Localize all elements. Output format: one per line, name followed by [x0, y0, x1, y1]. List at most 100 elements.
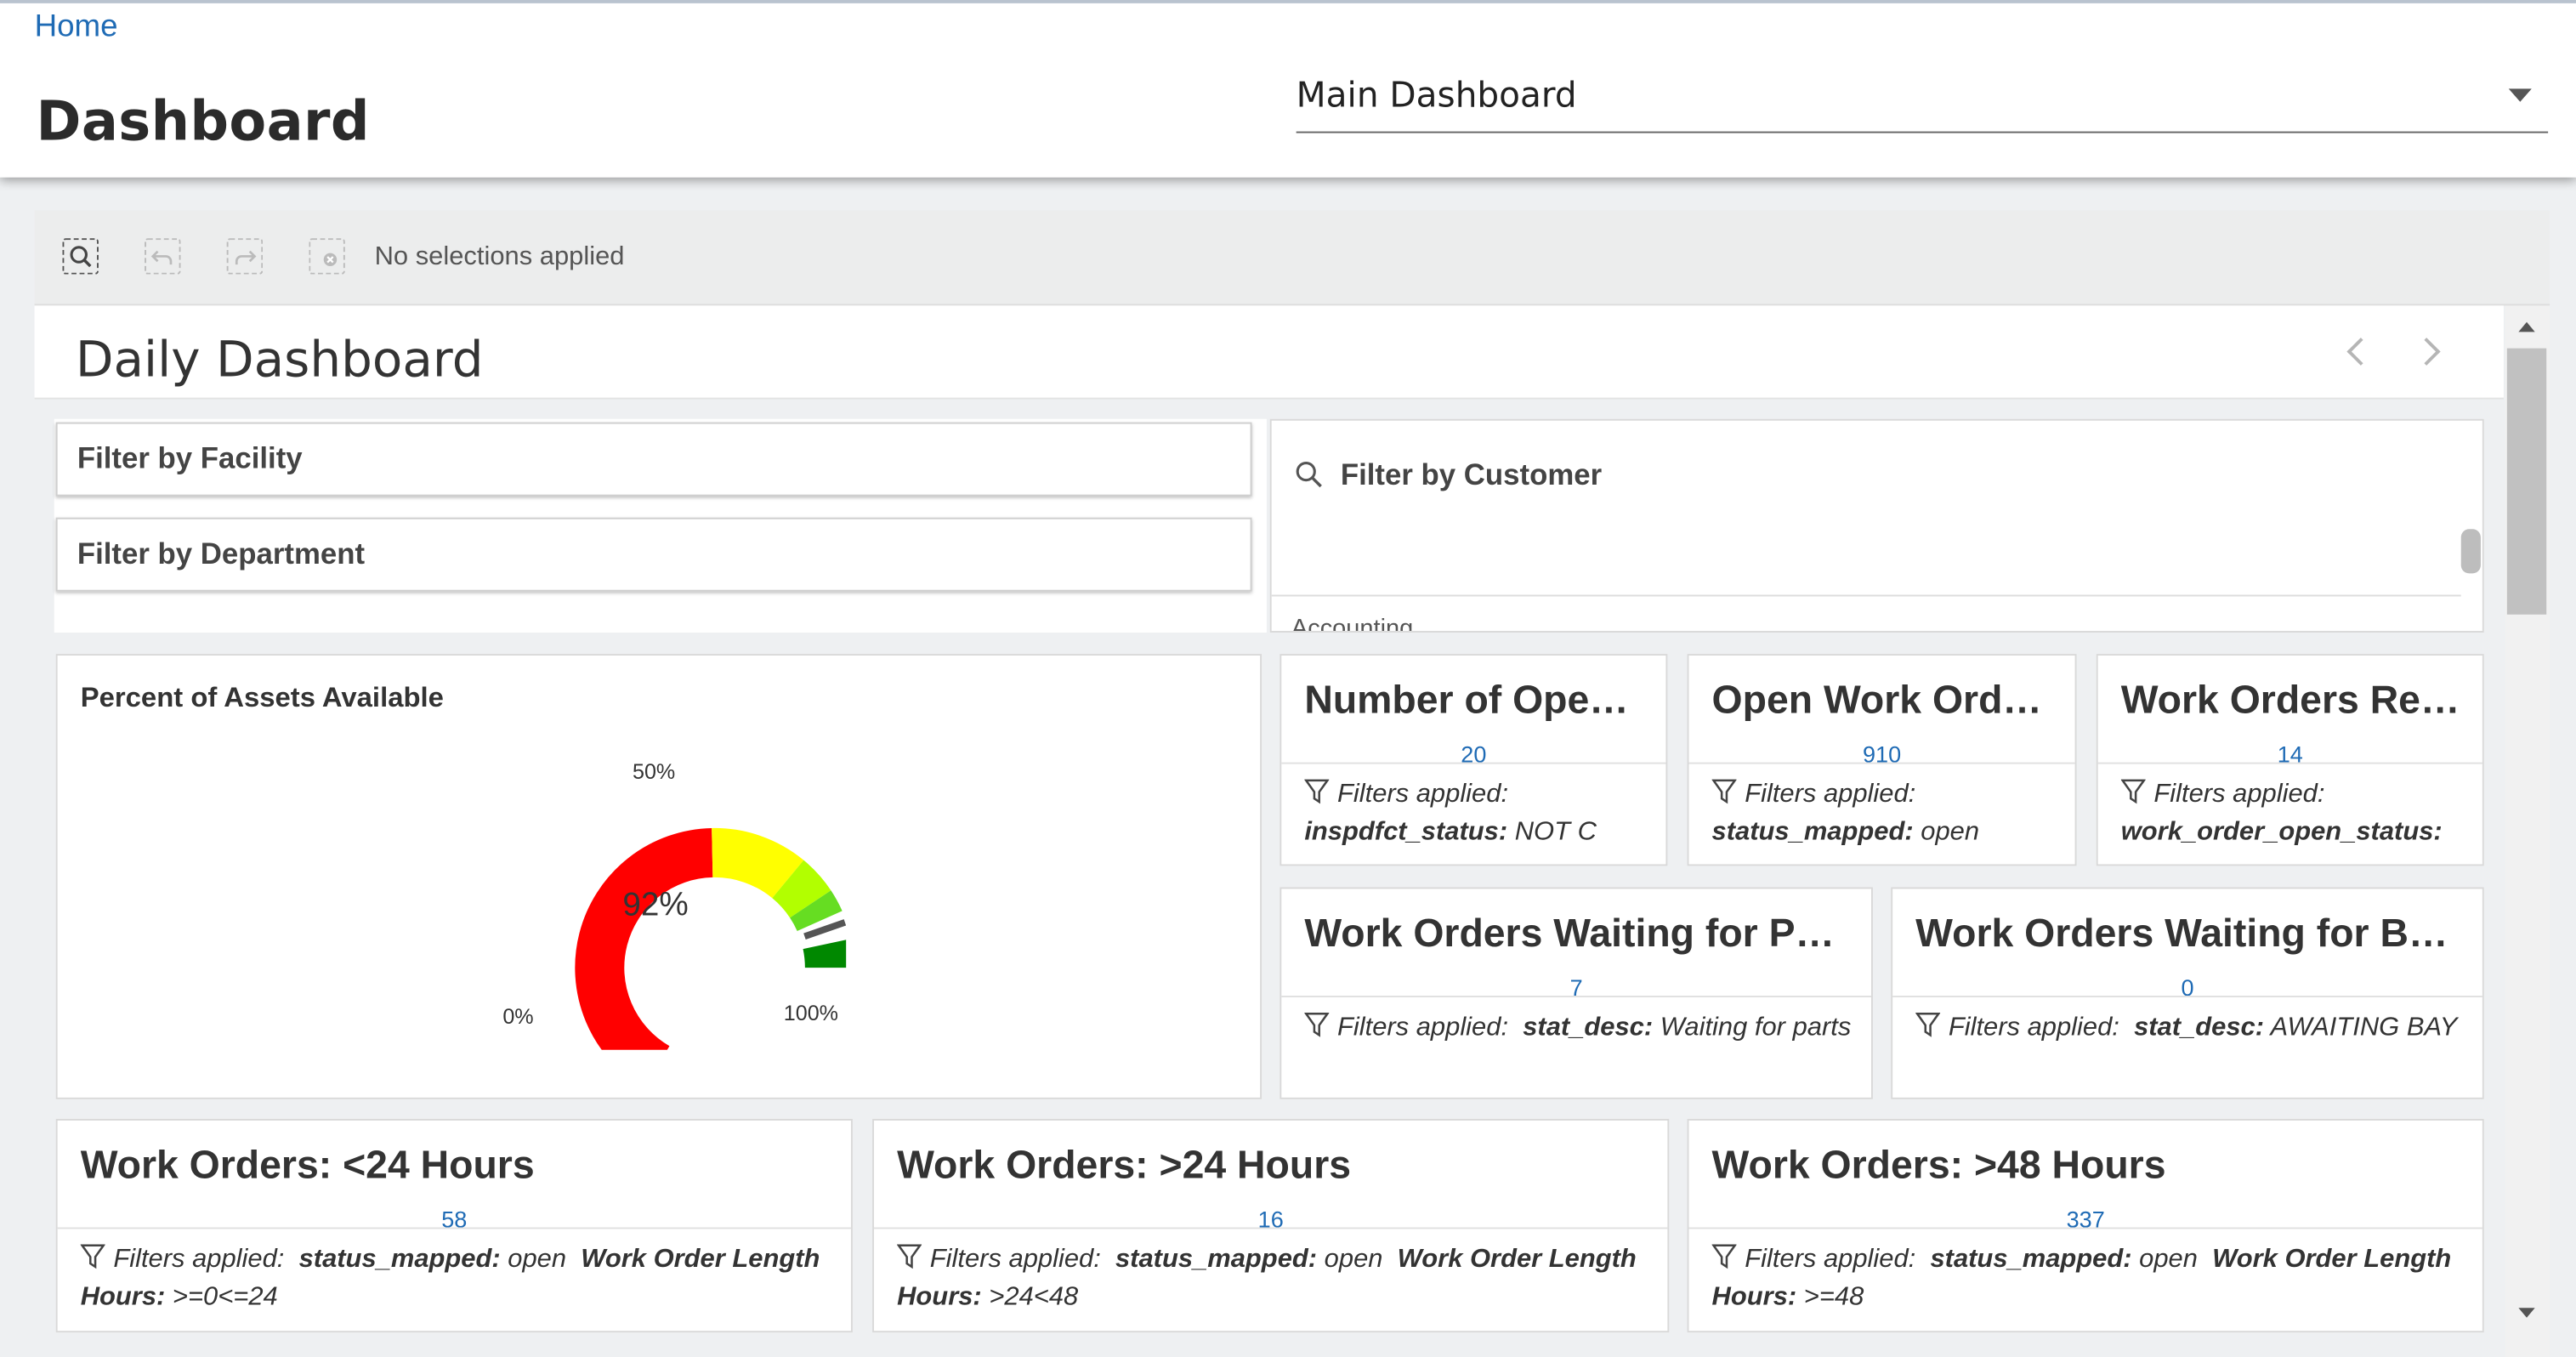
- divider: [874, 1227, 1668, 1229]
- filter-prefix: Filters applied:: [113, 1245, 285, 1274]
- filter-value: open: [1913, 818, 1980, 847]
- kpi-open-work-orders[interactable]: Open Work Ord… 910 Filters applied: stat…: [1687, 654, 2077, 866]
- next-sheet-icon[interactable]: [2412, 338, 2441, 366]
- divider: [57, 1227, 851, 1229]
- divider: [1688, 762, 2075, 764]
- divider: [1281, 996, 1872, 997]
- filter-icon: [897, 1244, 922, 1269]
- list-scroll-thumb[interactable]: [2460, 529, 2481, 574]
- gauge-band-lime: [771, 860, 831, 919]
- filter-customer-listbox[interactable]: Filter by Customer Accounting: [1269, 418, 2484, 633]
- divider: [1271, 594, 2461, 597]
- kpi-value: 7: [1569, 974, 1583, 1001]
- chevron-down-icon: [2508, 88, 2532, 102]
- kpi-title: Work Orders: >48 Hours: [1711, 1143, 2166, 1189]
- filter-value: >=0<=24: [165, 1283, 278, 1312]
- page-scrollbar[interactable]: [2505, 305, 2550, 1357]
- kpi-open-inspections[interactable]: Number of Ope… 20 Filters applied: inspd…: [1279, 654, 1668, 866]
- step-forward-icon[interactable]: [226, 238, 264, 275]
- filter-icon: [1711, 1244, 1737, 1269]
- kpi-filters: Filters applied: inspdfct_status: NOT C: [1304, 775, 1649, 851]
- filter-prefix: Filters applied:: [2153, 780, 2325, 809]
- selection-status: No selections applied: [374, 242, 625, 271]
- kpi-title: Work Orders: <24 Hours: [80, 1143, 535, 1189]
- divider: [1281, 762, 1666, 764]
- filter-icon: [1915, 1013, 1941, 1037]
- filter-field: status_mapped:: [1711, 818, 1914, 847]
- filter-value: open: [500, 1245, 567, 1274]
- dashboard-select-value: Main Dashboard: [1296, 75, 1577, 116]
- gauge-label-0: 0%: [502, 1003, 534, 1029]
- gauge-needle: [803, 919, 847, 940]
- gauge-chart: [575, 827, 847, 1050]
- kpi-filters: Filters applied: status_mapped: open Wor…: [897, 1241, 1651, 1316]
- sheet-area: Daily Dashboard Filter by Facility Filte…: [34, 305, 2504, 1357]
- filter-icon: [1304, 779, 1330, 804]
- kpi-title: Work Orders: >24 Hours: [897, 1143, 1352, 1189]
- filter-facility[interactable]: Filter by Facility: [55, 422, 1252, 497]
- filter-field: Work Order Length Hours:: [897, 1245, 1637, 1312]
- dashboard-select[interactable]: Main Dashboard: [1296, 62, 2549, 133]
- step-back-icon[interactable]: [145, 238, 181, 275]
- filter-value: >=48: [1796, 1283, 1864, 1312]
- gauge-band-green: [789, 890, 843, 932]
- scroll-down-icon[interactable]: [2518, 1308, 2535, 1318]
- filter-field: work_order_open_status:: [2120, 818, 2443, 847]
- filter-icon: [1711, 779, 1737, 804]
- filter-field: status_mapped:: [298, 1245, 501, 1274]
- scroll-up-icon[interactable]: [2518, 321, 2535, 332]
- filter-icon: [1304, 1013, 1330, 1037]
- filter-department[interactable]: Filter by Department: [55, 517, 1252, 592]
- kpi-filters: Filters applied: stat_desc: Waiting for …: [1304, 1008, 1854, 1046]
- kpi-filters: Filters applied: stat_desc: AWAITING BAY: [1915, 1008, 2465, 1046]
- scroll-thumb[interactable]: [2506, 348, 2547, 615]
- filter-prefix: Filters applied:: [1336, 780, 1509, 809]
- filter-field: inspdfct_status:: [1304, 818, 1508, 847]
- filter-icon: [2120, 779, 2146, 804]
- sheet-header: Daily Dashboard: [34, 305, 2504, 400]
- kpi-filters: Filters applied: status_mapped: open Wor…: [1711, 1241, 2466, 1316]
- gauge-panel: Percent of Assets Available 50% 0% 100% …: [55, 654, 1262, 1099]
- filter-value: open: [1317, 1245, 1383, 1274]
- sheet-title: Daily Dashboard: [75, 332, 484, 389]
- previous-sheet-icon[interactable]: [2346, 338, 2375, 366]
- gauge-band-yellow: [712, 827, 804, 899]
- filter-field: Work Order Length Hours:: [80, 1245, 820, 1312]
- kpi-title: Work Orders Re…: [2120, 678, 2460, 724]
- gauge-title: Percent of Assets Available: [80, 681, 444, 713]
- selections-toolbar: No selections applied: [34, 210, 2550, 306]
- kpi-waiting-parts[interactable]: Work Orders Waiting for P… 7 Filters app…: [1279, 887, 1873, 1099]
- filter-value: Waiting for parts: [1653, 1013, 1852, 1042]
- kpi-work-orders-gt-24[interactable]: Work Orders: >24 Hours 16 Filters applie…: [872, 1118, 1670, 1333]
- filter-customer-label: Filter by Customer: [1340, 458, 1603, 491]
- breadcrumb-home-link[interactable]: Home: [34, 9, 118, 45]
- kpi-title: Work Orders Waiting for B…: [1915, 911, 2448, 957]
- kpi-work-orders-gt-48[interactable]: Work Orders: >48 Hours 337 Filters appli…: [1687, 1118, 2484, 1333]
- kpi-work-orders-lt-24[interactable]: Work Orders: <24 Hours 58 Filters applie…: [55, 1118, 853, 1333]
- kpi-filters: Filters applied: work_order_open_status:: [2120, 775, 2466, 851]
- gauge-value: 92%: [622, 887, 689, 924]
- divider: [1892, 996, 2482, 997]
- app-header: Home Dashboard Main Dashboard: [0, 0, 2576, 178]
- filter-prefix: Filters applied:: [929, 1245, 1101, 1274]
- filter-field: stat_desc:: [2134, 1013, 2265, 1042]
- divider: [1688, 1227, 2482, 1229]
- filter-field: Work Order Length Hours:: [1711, 1245, 2452, 1312]
- smart-search-icon[interactable]: [62, 238, 99, 275]
- clear-selections-icon[interactable]: [309, 238, 345, 275]
- filter-value: >24<48: [981, 1283, 1079, 1312]
- filter-field: stat_desc:: [1523, 1013, 1654, 1042]
- filter-icon: [80, 1244, 105, 1269]
- filter-prefix: Filters applied:: [1336, 1013, 1509, 1042]
- kpi-value: 0: [2181, 974, 2194, 1001]
- search-icon: [1296, 462, 1322, 488]
- kpi-title: Work Orders Waiting for P…: [1304, 911, 1835, 957]
- kpi-filters: Filters applied: status_mapped: open: [1711, 775, 2059, 851]
- filter-value: NOT C: [1507, 818, 1597, 847]
- kpi-work-orders-re[interactable]: Work Orders Re… 14 Filters applied: work…: [2096, 654, 2484, 866]
- list-item[interactable]: Accounting: [1291, 614, 1414, 633]
- filter-prefix: Filters applied:: [1745, 780, 1916, 809]
- filter-value: open: [2131, 1245, 2198, 1274]
- kpi-waiting-bay[interactable]: Work Orders Waiting for B… 0 Filters app…: [1891, 887, 2484, 1099]
- filter-facility-label: Filter by Facility: [77, 441, 303, 475]
